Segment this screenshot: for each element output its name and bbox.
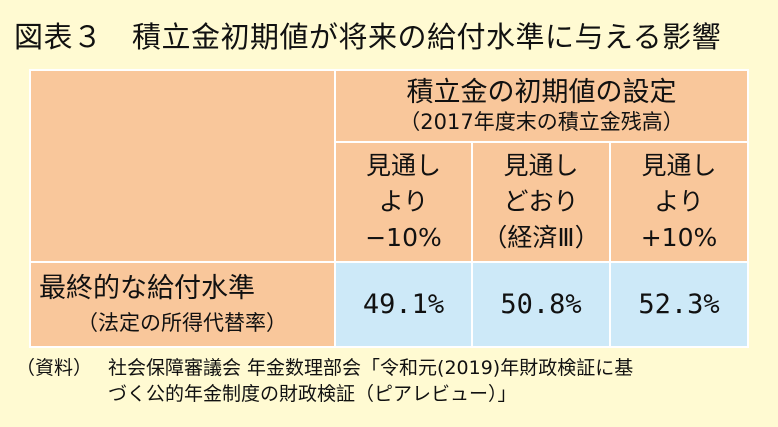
data-table: 積立金の初期値の設定 （2017年度末の積立金残高） 見通し より −10% 見… [29,69,749,348]
source-text-line2: づく公的年金制度の財政検証（ピアレビュー）」 [108,383,517,405]
value-cell-base: 50.8% [471,261,611,348]
row-label: 最終的な給付水準 [39,272,255,304]
value-cell-minus: 49.1% [334,261,473,348]
figure-title: 図表３ 積立金初期値が将来の給付水準に与える影響 [14,20,722,54]
column-group-header: 積立金の初期値の設定 （2017年度末の積立金残高） [334,69,749,143]
scenario-header-base: 見通し どおり （経済Ⅲ） [471,141,611,263]
value-cell-plus: 52.3% [609,261,749,348]
row-header: 最終的な給付水準 （法定の所得代替率） [29,261,336,348]
source-text-line1: 社会保障審議会 年金数理部会「令和元(2019)年財政検証に基 [108,357,634,379]
source-note: （資料） 社会保障審議会 年金数理部会「令和元(2019)年財政検証に基 づく公的… [16,355,633,407]
column-group-subtitle: （2017年度末の積立金残高） [399,110,684,134]
source-label: （資料） [16,357,93,379]
column-group-title: 積立金の初期値の設定 [406,77,677,108]
row-sublabel: （法定の所得代替率） [77,310,287,335]
scenario-header-plus: 見通し より +10% [609,141,749,263]
scenario-header-minus: 見通し より −10% [334,141,473,263]
corner-cell [29,69,336,263]
